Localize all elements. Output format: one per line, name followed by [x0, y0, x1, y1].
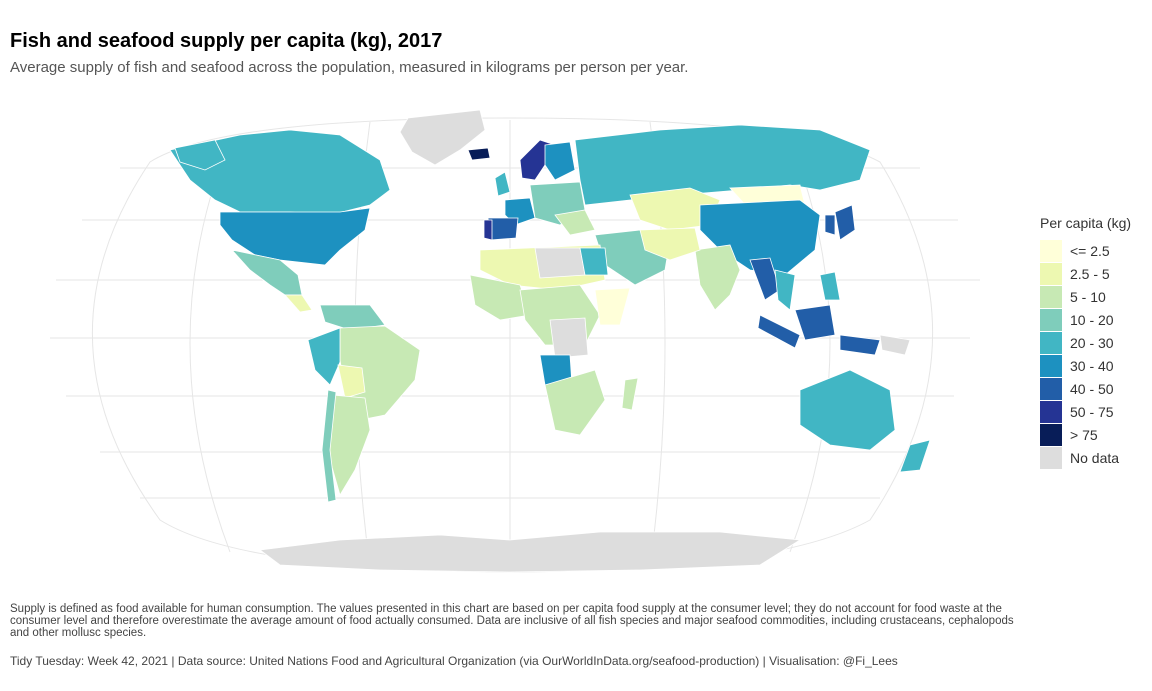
- alaska: [174, 139, 226, 171]
- countries: [169, 109, 931, 573]
- egypt: [579, 247, 609, 276]
- legend-label: No data: [1070, 449, 1120, 466]
- legend-item: 5 - 10: [1040, 285, 1131, 308]
- libya-sudan: [534, 247, 586, 279]
- legend-item: 2.5 - 5: [1040, 262, 1131, 285]
- legend-swatch: [1040, 285, 1062, 308]
- iceland: [467, 147, 491, 161]
- legend-swatch: [1040, 423, 1062, 446]
- philippines: [819, 271, 841, 301]
- legend-label: > 75: [1070, 426, 1098, 443]
- legend-swatch: [1040, 331, 1062, 354]
- central-america: [284, 294, 313, 313]
- uk: [494, 171, 511, 197]
- legend-item: 50 - 75: [1040, 400, 1131, 423]
- world-map: [50, 109, 980, 573]
- legend-item: 40 - 50: [1040, 377, 1131, 400]
- balkans: [554, 209, 596, 236]
- portugal: [483, 219, 493, 241]
- legend-item: No data: [1040, 446, 1131, 469]
- iran-afg: [639, 227, 701, 261]
- japan: [834, 204, 856, 241]
- png: [879, 334, 911, 356]
- legend-item: <= 2.5: [1040, 239, 1131, 262]
- legend-label: 30 - 40: [1070, 357, 1114, 374]
- chile: [321, 389, 337, 503]
- east-africa: [594, 287, 631, 326]
- legend-label: 5 - 10: [1070, 288, 1106, 305]
- west-africa: [469, 274, 531, 321]
- korea: [824, 214, 836, 236]
- greenland: [399, 109, 486, 166]
- legend-label: 10 - 20: [1070, 311, 1114, 328]
- southern-africa: [544, 369, 606, 436]
- legend: Per capita (kg) <= 2.5 2.5 - 5 5 - 10 10 - …: [1040, 215, 1131, 469]
- legend-swatch: [1040, 239, 1062, 262]
- legend-item: 10 - 20: [1040, 308, 1131, 331]
- new-zealand: [899, 439, 931, 473]
- drc: [549, 317, 589, 359]
- russia: [574, 124, 871, 206]
- legend-label: 50 - 75: [1070, 403, 1114, 420]
- legend-label: <= 2.5: [1070, 242, 1110, 259]
- antarctica: [258, 531, 802, 573]
- legend-label: 40 - 50: [1070, 380, 1114, 397]
- legend-label: 20 - 30: [1070, 334, 1114, 351]
- footnote: Supply is defined as food available for …: [10, 603, 1014, 639]
- legend-swatch: [1040, 262, 1062, 285]
- legend-item: 30 - 40: [1040, 354, 1131, 377]
- peru: [307, 327, 341, 386]
- madagascar: [621, 377, 639, 411]
- india: [694, 244, 741, 311]
- legend-swatch: [1040, 446, 1062, 469]
- united-states: [219, 207, 371, 266]
- legend-item: 20 - 30: [1040, 331, 1131, 354]
- legend-swatch: [1040, 400, 1062, 423]
- chart-subtitle: Average supply of fish and seafood acros…: [10, 59, 689, 76]
- finland-sweden: [544, 141, 576, 181]
- borneo: [794, 304, 836, 341]
- iberia: [487, 217, 519, 241]
- legend-swatch: [1040, 308, 1062, 331]
- legend-swatch: [1040, 377, 1062, 400]
- bolivia: [337, 364, 366, 399]
- caption: Tidy Tuesday: Week 42, 2021 | Data sourc…: [10, 654, 898, 668]
- chart-title: Fish and seafood supply per capita (kg),…: [10, 30, 443, 52]
- australia: [799, 369, 896, 451]
- vietnam: [774, 269, 796, 311]
- canada: [169, 129, 391, 216]
- legend-title: Per capita (kg): [1040, 215, 1132, 231]
- legend-label: 2.5 - 5: [1070, 265, 1110, 282]
- eastern-indonesia: [839, 334, 881, 356]
- indonesia-west: [757, 314, 801, 349]
- legend-swatch: [1040, 354, 1062, 377]
- legend-item: > 75: [1040, 423, 1131, 446]
